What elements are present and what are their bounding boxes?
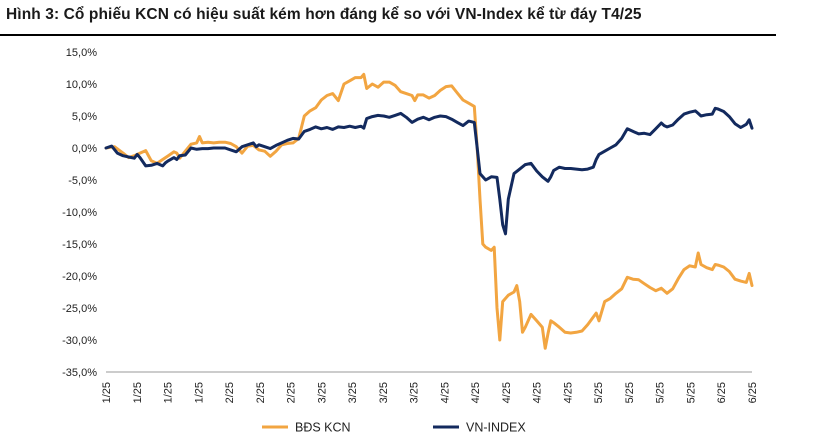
legend-label: VN-INDEX bbox=[466, 421, 526, 435]
series-line-bds-kcn bbox=[104, 72, 754, 350]
legend-label: BĐS KCN bbox=[295, 421, 351, 435]
y-tick-label: 15,0% bbox=[66, 47, 97, 59]
title-underline bbox=[0, 34, 776, 36]
series-line-vn-index bbox=[104, 106, 754, 236]
x-tick-label: 4/25 bbox=[532, 382, 544, 403]
x-tick-label: 5/25 bbox=[624, 382, 636, 403]
y-tick-label: -5,0% bbox=[68, 175, 97, 187]
x-tick-label: 4/25 bbox=[562, 382, 574, 403]
x-tick-label: 1/25 bbox=[163, 382, 175, 403]
y-tick-label: -25,0% bbox=[62, 303, 97, 315]
x-tick-label: 1/25 bbox=[193, 382, 205, 403]
x-tick-label: 5/25 bbox=[655, 382, 667, 403]
x-tick-label: 2/25 bbox=[255, 382, 267, 403]
x-tick-label: 3/25 bbox=[316, 382, 328, 403]
series-layer bbox=[104, 72, 754, 350]
y-tick-label: -30,0% bbox=[62, 335, 97, 347]
x-axis: 1/25 1/25 1/25 1/25 2/25 2/25 2/25 3/25 3/25 3/25… bbox=[101, 371, 759, 403]
x-tick-label: 5/25 bbox=[593, 382, 605, 403]
y-tick-label: 0,0% bbox=[72, 143, 97, 155]
x-tick-label: 1/25 bbox=[132, 382, 144, 403]
legend: BĐS KCN VN-INDEX bbox=[262, 421, 526, 435]
x-tick-label: 6/25 bbox=[747, 382, 759, 403]
x-tick-label: 3/25 bbox=[409, 382, 421, 403]
y-tick-label: -35,0% bbox=[62, 367, 97, 379]
x-tick-label: 1/25 bbox=[101, 382, 113, 403]
x-tick-label: 2/25 bbox=[286, 382, 298, 403]
figure-title: Hình 3: Cổ phiếu KCN có hiệu suất kém hơ… bbox=[6, 6, 642, 23]
y-tick-label: 10,0% bbox=[66, 79, 97, 91]
x-tick-label: 3/25 bbox=[347, 382, 359, 403]
y-tick-label: -15,0% bbox=[62, 239, 97, 251]
y-tick-label: -20,0% bbox=[62, 271, 97, 283]
x-tick-label: 5/25 bbox=[685, 382, 697, 403]
x-tick-label: 4/25 bbox=[501, 382, 513, 403]
x-tick-label: 3/25 bbox=[378, 382, 390, 403]
y-tick-label: 5,0% bbox=[72, 111, 97, 123]
x-tick-label: 4/25 bbox=[470, 382, 482, 403]
x-tick-label: 4/25 bbox=[439, 382, 451, 403]
x-tick-label: 2/25 bbox=[224, 382, 236, 403]
y-axis: 15,0% 10,0% 5,0% 0,0% -5,0% -10,0% -15,0% -20,0… bbox=[62, 47, 97, 379]
x-tick-label: 6/25 bbox=[716, 382, 728, 403]
y-tick-label: -10,0% bbox=[62, 207, 97, 219]
